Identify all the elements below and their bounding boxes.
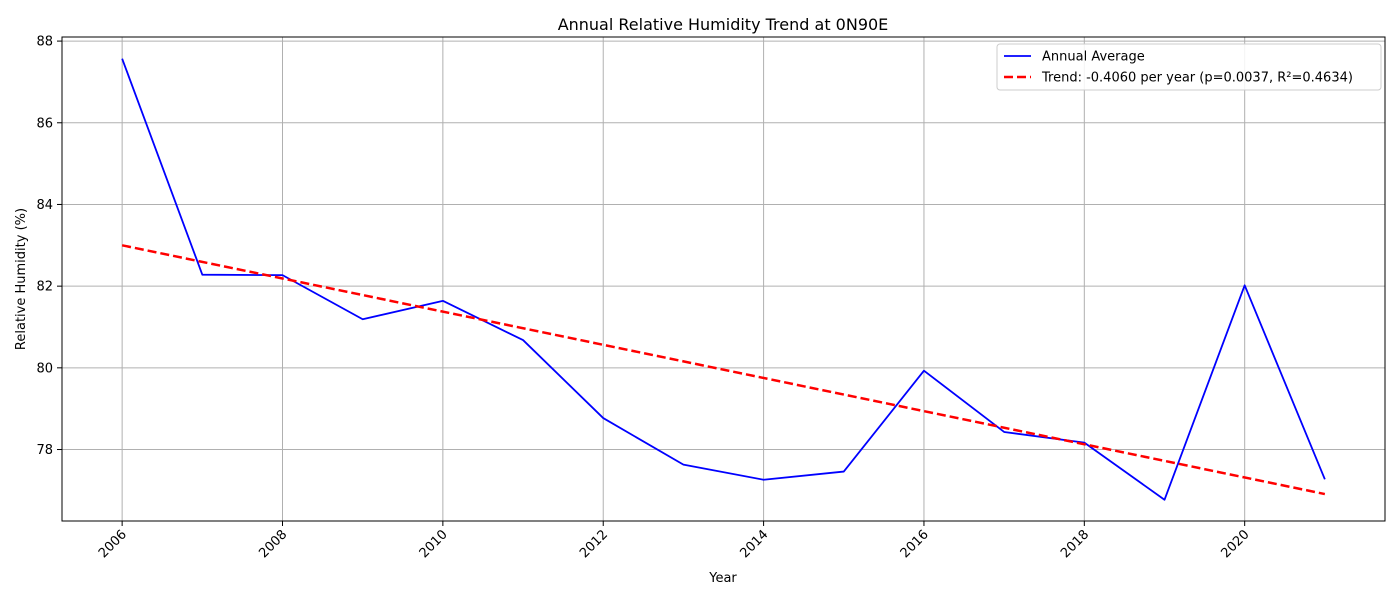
- trend-line: [121, 244, 1326, 496]
- legend-label-annual-average: Annual Average: [1042, 50, 1145, 65]
- chart-title: Annual Relative Humidity Trend at 0N90E: [558, 15, 889, 34]
- y-tick-label: 86: [36, 116, 53, 131]
- y-axis: 78 80 82 84 86 88: [36, 35, 62, 458]
- x-tick-label: 2010: [417, 527, 451, 561]
- y-tick-label: 78: [36, 443, 53, 458]
- x-tick-label: 2018: [1058, 527, 1092, 561]
- series-layer: [121, 58, 1326, 501]
- annual-average-line: [121, 58, 1326, 501]
- y-tick-label: 84: [36, 198, 53, 213]
- plot-frame: [61, 36, 1386, 522]
- legend-label-trend: Trend: -0.4060 per year (p=0.0037, R²=0.…: [1041, 71, 1353, 86]
- y-tick-label: 88: [36, 35, 53, 50]
- x-tick-label: 2016: [898, 527, 932, 561]
- legend: Annual Average Trend: -0.4060 per year (p…: [996, 43, 1382, 91]
- legend-box: [996, 43, 1382, 91]
- x-tick-label: 2006: [96, 527, 130, 561]
- x-tick-label: 2020: [1219, 527, 1253, 561]
- x-tick-label: 2012: [577, 527, 611, 561]
- x-axis-label: Year: [708, 571, 737, 586]
- x-tick-label: 2014: [737, 527, 771, 561]
- x-axis: 2006 2008 2010 2012 2014 2016 2018 2020: [96, 521, 1253, 561]
- x-tick-label: 2008: [256, 527, 290, 561]
- y-tick-label: 82: [36, 280, 53, 295]
- y-tick-label: 80: [36, 361, 53, 376]
- y-axis-label: Relative Humidity (%): [14, 208, 29, 350]
- grid-lines: [62, 37, 1385, 521]
